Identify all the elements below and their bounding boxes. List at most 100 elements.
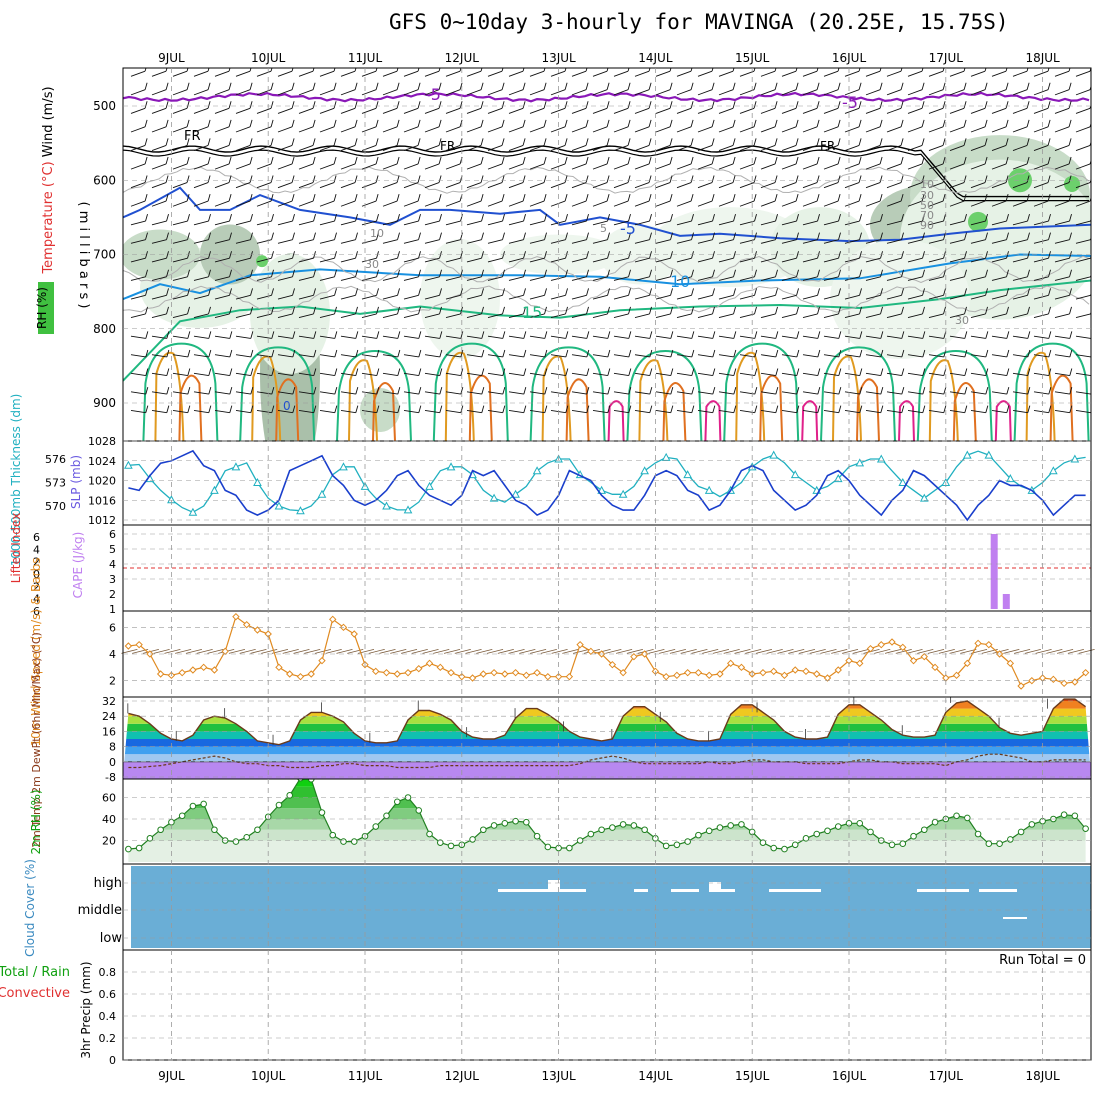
wind-barb — [879, 119, 883, 127]
wind-barb — [1069, 386, 1073, 395]
wind-barb — [298, 220, 314, 226]
wind-barb — [396, 82, 400, 90]
wind-barb — [648, 175, 652, 183]
wind-barb — [249, 175, 253, 183]
isotherm-line — [662, 382, 687, 441]
wind-barb — [949, 391, 965, 395]
wind-barb — [256, 409, 272, 414]
wind-barb — [1012, 126, 1028, 133]
wind-barb — [991, 257, 1007, 263]
wind-barb — [586, 331, 590, 339]
wind-barb — [901, 405, 905, 413]
wind-barb — [361, 89, 377, 96]
wind-barb — [396, 138, 400, 146]
wind-point — [823, 674, 832, 682]
wind-barb — [837, 119, 841, 127]
wind-barb — [781, 372, 797, 376]
wind-barb — [1075, 107, 1091, 114]
wind-barb — [424, 89, 440, 96]
wind-barb — [1026, 82, 1030, 90]
wind-point — [178, 668, 186, 677]
wind-barb — [1054, 144, 1070, 151]
wind-point — [931, 663, 939, 672]
wind-barb — [984, 175, 988, 183]
wind-barb — [424, 200, 440, 207]
wind-barb — [991, 144, 1007, 151]
wind-barb — [529, 126, 545, 133]
wind-barb — [1046, 648, 1063, 654]
wind-barb — [1075, 239, 1091, 244]
wind-barb — [145, 306, 148, 315]
wind-barb — [333, 119, 337, 127]
wind-barb — [151, 126, 167, 133]
wind-barb — [697, 294, 713, 300]
wind-barb — [844, 372, 860, 376]
wind-barb — [397, 368, 401, 376]
wind-barb — [397, 331, 401, 339]
wind-barb — [802, 409, 818, 414]
wind-barb — [571, 313, 587, 319]
wind-barb — [487, 372, 503, 376]
wind-barb — [460, 349, 464, 358]
wind-barb — [817, 232, 820, 240]
temp-label: 2m Temp 2m DewPt (6hr Min/Max) (°C) — [30, 632, 43, 848]
wind-barb — [214, 70, 230, 77]
wind-barb — [901, 269, 904, 277]
wind-barb — [718, 107, 734, 114]
wind-barb — [942, 175, 946, 183]
wind-barb — [256, 313, 272, 319]
wind-barb — [817, 386, 821, 395]
wind-barb — [592, 70, 608, 77]
wind-barb — [438, 119, 442, 127]
wind-barb — [277, 391, 293, 395]
wind-barb — [669, 119, 673, 127]
wind-barb — [340, 391, 356, 395]
wind-barb — [634, 107, 650, 114]
wind-barb — [690, 82, 694, 90]
wind-barb — [1075, 70, 1091, 77]
wind-barb — [886, 163, 902, 170]
wind-barb — [817, 368, 821, 376]
rh-point — [372, 823, 380, 830]
rh-point — [501, 820, 509, 827]
wind-barb — [298, 163, 314, 170]
wind-barb — [718, 391, 734, 395]
wind-barb — [277, 200, 293, 207]
wind-barb — [229, 232, 232, 240]
wind-barb — [1047, 119, 1051, 127]
wind-barb — [754, 405, 758, 413]
wind-barb — [340, 70, 356, 77]
wind-barb — [900, 68, 903, 72]
wind-barb — [655, 257, 671, 263]
rh-point — [275, 801, 283, 809]
isotherm-line — [142, 342, 219, 441]
wind-barb — [1033, 409, 1049, 414]
wind-barb — [145, 232, 148, 240]
wind-barb — [235, 89, 251, 96]
wind-barb — [585, 82, 589, 90]
wind-barb — [250, 386, 254, 395]
wind-barb — [249, 101, 253, 109]
wind-barb — [607, 288, 610, 296]
wind-barb — [760, 89, 776, 96]
wind-barb — [634, 70, 650, 77]
wind-barb — [250, 288, 253, 296]
wind-barb — [844, 313, 860, 319]
wind-point — [920, 652, 928, 661]
wind-barb — [151, 276, 167, 281]
wind-barb — [1013, 648, 1031, 654]
wind-barb — [186, 138, 190, 146]
rh-point — [286, 792, 294, 799]
wind-point — [393, 670, 401, 678]
wind-barb — [235, 163, 251, 170]
wind-barb — [445, 220, 461, 226]
wind-barb — [144, 82, 148, 90]
wind-barb — [586, 368, 590, 376]
wind-barb — [172, 144, 188, 151]
wind-barb — [613, 182, 629, 189]
wind-barb — [774, 101, 778, 109]
wind-barb — [522, 193, 526, 202]
wind-barb — [313, 288, 316, 296]
rh-point — [146, 835, 154, 842]
wind-barb — [669, 101, 673, 109]
